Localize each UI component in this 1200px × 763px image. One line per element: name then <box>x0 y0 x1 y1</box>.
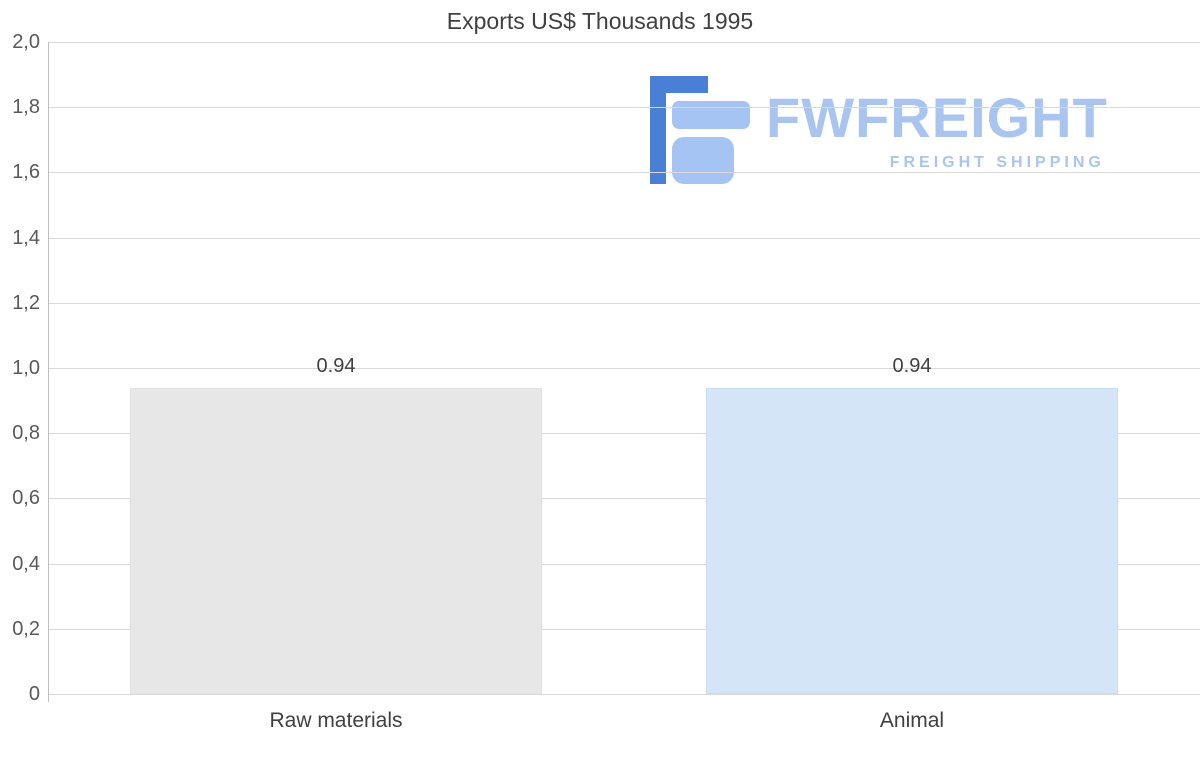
gridline <box>48 42 1200 43</box>
gridline <box>48 368 1200 369</box>
y-tick-label: 0 <box>28 683 40 705</box>
watermark-brand: FWFREIGHT <box>766 86 1108 149</box>
y-tick-label: 1,0 <box>12 357 40 379</box>
y-tick-label: 1,6 <box>12 161 40 184</box>
watermark-tagline: FREIGHT SHIPPING <box>889 154 1105 171</box>
logo-light-top-bar <box>672 101 750 129</box>
gridline <box>48 433 1200 435</box>
y-tick-label: 0,2 <box>12 617 40 640</box>
gridline <box>48 694 1200 695</box>
y-tick-label: 0,8 <box>12 422 40 445</box>
chart-title: Exports US$ Thousands 1995 <box>446 8 754 34</box>
y-tick-label: 1,2 <box>12 291 40 314</box>
x-category-label: Raw materials <box>269 709 403 732</box>
gridline <box>48 563 1200 565</box>
y-tick-label: 0,6 <box>12 487 40 510</box>
gridline <box>48 628 1200 630</box>
bar-animal <box>706 387 1118 694</box>
y-tick-label: 1,4 <box>12 226 40 249</box>
gridline <box>48 107 1200 109</box>
logo-light-bottom-block <box>672 137 734 184</box>
gridline <box>48 302 1200 304</box>
bar-value-label: 0.94 <box>892 354 932 377</box>
gridline <box>48 498 1200 500</box>
watermark-logo: FWFREIGHT FREIGHT SHIPPING <box>650 68 1108 184</box>
fwfreight-logo-icon <box>650 68 750 184</box>
logo-dark-shape <box>650 76 708 184</box>
gridline <box>48 172 1200 174</box>
y-tick-label: 1,8 <box>12 96 40 119</box>
x-category-label: Animal <box>879 709 945 732</box>
watermark-text: FWFREIGHT FREIGHT SHIPPING <box>766 68 1108 172</box>
y-tick-label: 2,0 <box>12 31 40 53</box>
bar-value-label: 0.94 <box>316 354 356 377</box>
y-axis-line <box>48 42 49 702</box>
gridline <box>48 237 1200 239</box>
y-tick-label: 0,4 <box>12 552 40 575</box>
bar-raw-materials <box>130 387 542 694</box>
